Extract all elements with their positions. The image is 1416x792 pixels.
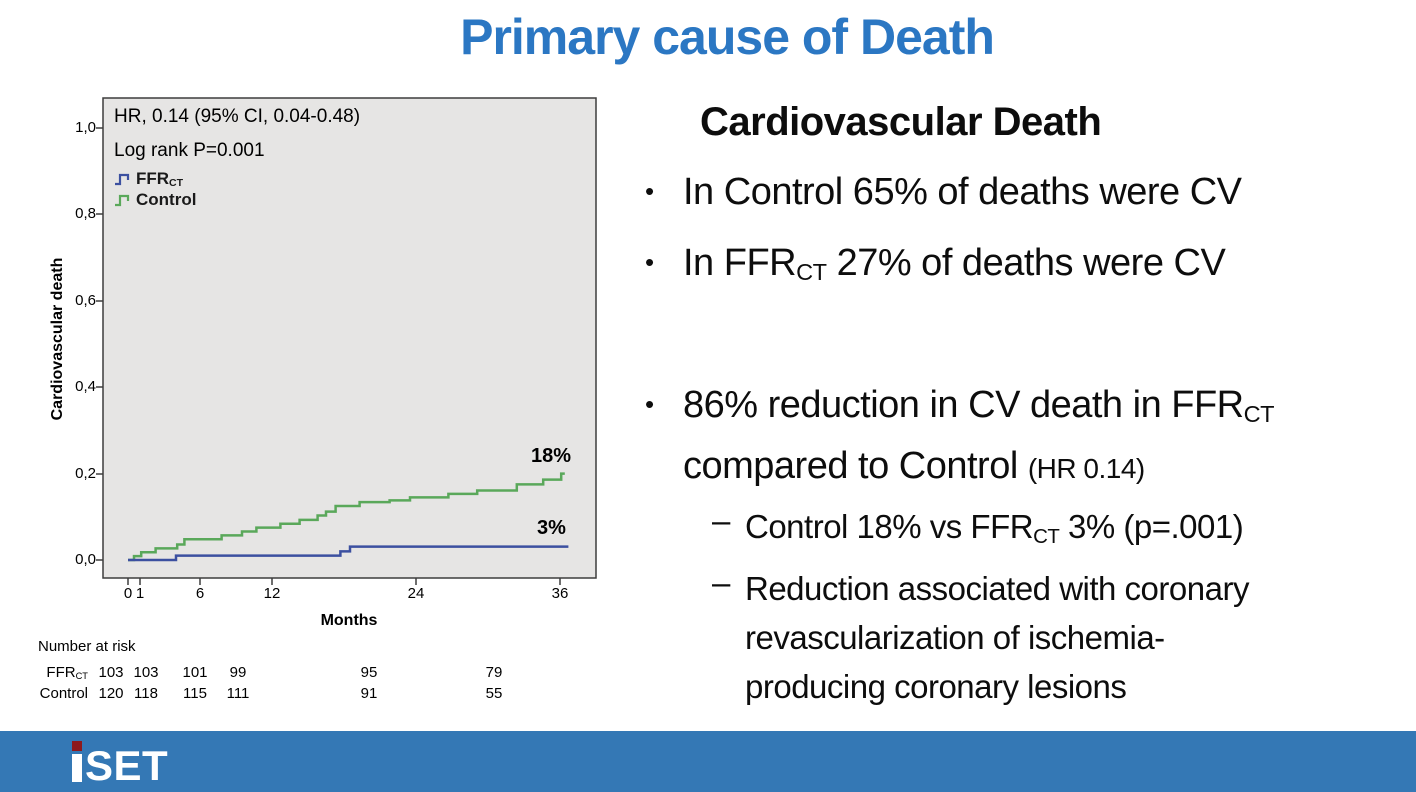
plot-area <box>102 97 597 579</box>
y-tick-label: 0,8 <box>75 205 96 222</box>
footer-bar: SET <box>0 731 1416 792</box>
nar-value: 95 <box>360 664 378 681</box>
nar-value: 118 <box>134 685 158 702</box>
nar-row-label-ffrct: FFRCT <box>46 664 88 682</box>
dash-marker: – <box>712 502 731 539</box>
y-tick-label: 0,0 <box>75 551 96 568</box>
legend-label: FFRCT <box>136 169 184 190</box>
y-tick-label: 0,2 <box>75 465 96 482</box>
nar-value: 91 <box>360 685 378 702</box>
step-line-icon <box>115 173 130 185</box>
bullet-marker: • <box>645 176 655 206</box>
nar-value: 55 <box>485 685 503 702</box>
sub-bullet-1: Control 18% vs FFRCT 3% (p=.001) <box>745 508 1244 548</box>
nar-value: 99 <box>229 664 247 681</box>
legend-item-ffrct: FFRCT <box>114 169 184 190</box>
x-tick-label: 36 <box>551 585 569 602</box>
x-tick-label: 6 <box>195 585 205 602</box>
x-tick-label: 12 <box>263 585 281 602</box>
y-tick-marks <box>96 127 103 561</box>
x-tick-marks <box>127 578 561 585</box>
bullet-item-3: 86% reduction in CV death in FFRCT compa… <box>683 384 1275 487</box>
nar-value: 111 <box>226 685 250 702</box>
dash-marker: – <box>712 564 731 601</box>
y-axis-title: Cardiovascular death <box>49 257 66 421</box>
hr-annotation: HR, 0.14 (95% CI, 0.04-0.48) <box>114 106 361 127</box>
sub-bullet-2: Reduction associated with coronary revas… <box>745 570 1249 705</box>
logrank-annotation: Log rank P=0.001 <box>114 140 265 161</box>
legend-item-control: Control <box>114 190 197 209</box>
section-heading: Cardiovascular Death <box>700 100 1102 144</box>
x-tick-label: 24 <box>407 585 425 602</box>
bullet-item-2: In FFRCT 27% of deaths were CV <box>683 242 1226 286</box>
control-curve <box>128 472 565 562</box>
number-at-risk-title: Number at risk <box>38 638 136 655</box>
x-tick-label: 1 <box>135 585 145 602</box>
control-end-label: 18% <box>531 445 572 467</box>
iset-logo-red-dot <box>72 741 82 751</box>
km-chart: 1,0 0,8 0,6 0,4 0,2 0,0 0 1 6 12 24 36 C… <box>30 90 615 730</box>
bullet-item-1: In Control 65% of deaths were CV <box>683 171 1242 213</box>
iset-logo-i-stem <box>72 741 82 782</box>
nar-value: 103 <box>98 664 124 681</box>
y-tick-label: 0,4 <box>75 378 96 395</box>
legend-label: Control <box>136 190 197 209</box>
nar-value: 103 <box>133 664 159 681</box>
x-axis-title: Months <box>320 612 378 629</box>
y-tick-label: 1,0 <box>75 119 96 136</box>
bullet-marker: • <box>645 247 655 277</box>
nar-value: 101 <box>182 664 208 681</box>
nar-row-label-control: Control <box>39 685 88 702</box>
iset-logo-text: SET <box>85 742 169 789</box>
step-line-icon <box>115 194 130 206</box>
km-plot-svg <box>96 97 597 585</box>
nar-value: 120 <box>98 685 124 702</box>
page-title: Primary cause of Death <box>460 9 995 65</box>
y-tick-label: 0,6 <box>75 292 96 309</box>
x-tick-label: 0 <box>123 585 133 602</box>
ffrct-end-label: 3% <box>537 517 566 539</box>
bullet-marker: • <box>645 389 655 419</box>
ffrct-curve <box>128 545 569 562</box>
nar-value: 115 <box>183 685 207 702</box>
nar-value: 79 <box>485 664 503 681</box>
iset-logo: SET <box>72 740 169 789</box>
